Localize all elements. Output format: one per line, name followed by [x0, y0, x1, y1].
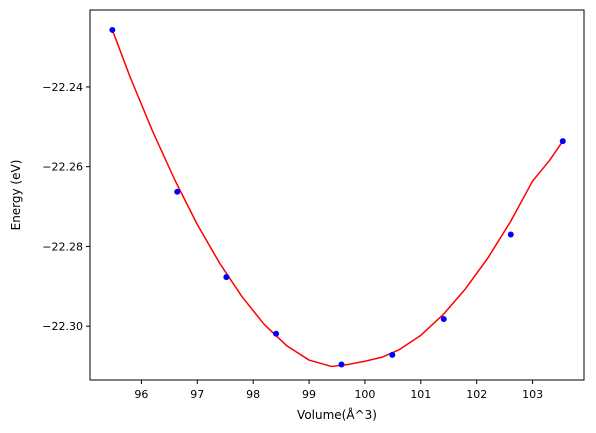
x-tick-label: 99	[302, 388, 316, 401]
y-tick-label: −22.30	[42, 320, 83, 333]
data-point	[273, 330, 280, 337]
data-point	[174, 188, 181, 195]
x-tick-label: 102	[466, 388, 487, 401]
data-point	[559, 138, 566, 145]
plot-frame	[89, 9, 585, 381]
y-axis-label: Energy (eV)	[9, 160, 23, 231]
x-axis-label: Volume(Å^3)	[297, 407, 377, 422]
x-axis: 96 97 98 99 100 101 102 103	[134, 380, 543, 401]
y-tick-label: −22.26	[42, 161, 83, 174]
data-point	[338, 361, 345, 368]
data-point	[223, 274, 230, 281]
x-tick-label: 103	[522, 388, 543, 401]
data-point	[389, 351, 396, 358]
y-axis: −22.30 −22.28 −22.26 −22.24	[42, 81, 90, 333]
y-tick-label: −22.28	[42, 240, 83, 253]
x-tick-label: 96	[134, 388, 148, 401]
x-tick-label: 98	[246, 388, 260, 401]
y-tick-label: −22.24	[42, 81, 83, 94]
data-point	[440, 316, 447, 322]
data-point	[507, 231, 514, 238]
x-tick-label: 97	[190, 388, 204, 401]
x-tick-label: 100	[354, 388, 375, 401]
data-point	[109, 26, 116, 33]
plot-area	[109, 26, 566, 368]
x-tick-label: 101	[410, 388, 431, 401]
fit-curve-line	[111, 29, 564, 368]
